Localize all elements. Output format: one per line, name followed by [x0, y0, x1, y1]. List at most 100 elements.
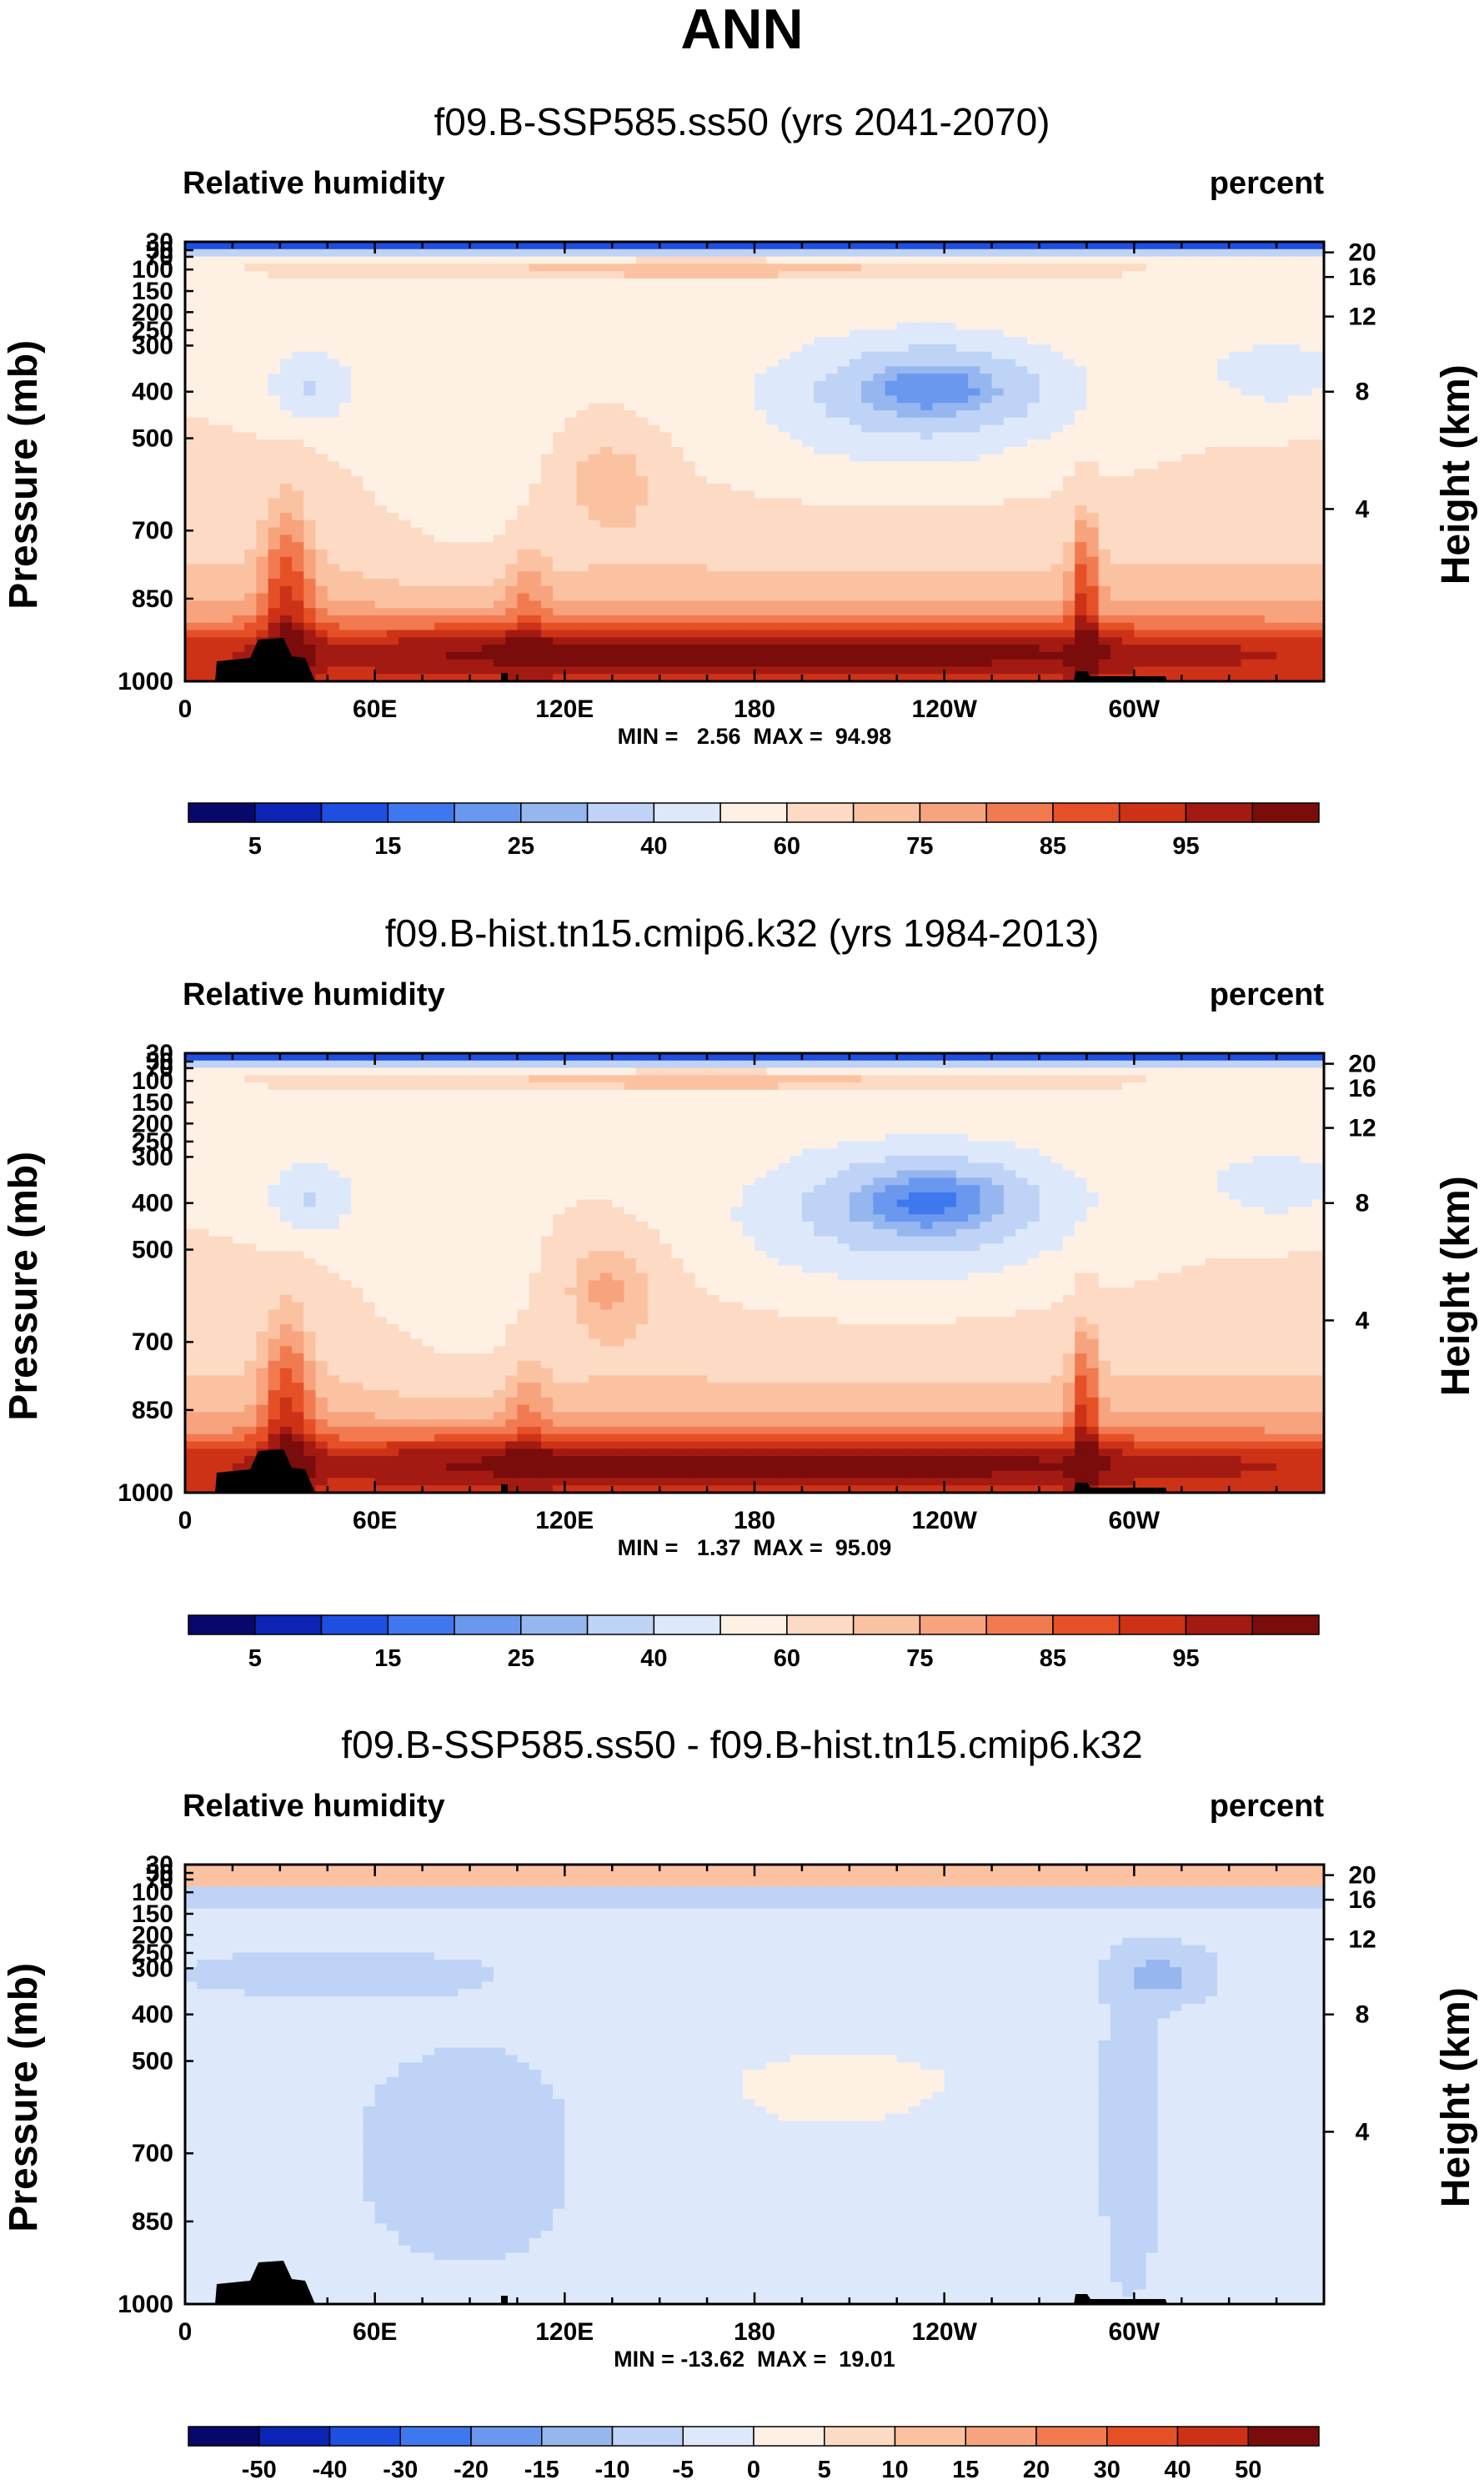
contour-cell — [374, 520, 388, 529]
contour-cell — [755, 374, 767, 382]
contour-cell — [944, 556, 957, 565]
contour-cell — [1288, 300, 1301, 309]
contour-cell — [861, 410, 874, 419]
contour-cell — [896, 351, 910, 360]
contour-cell — [980, 329, 993, 338]
contour-cell — [1098, 564, 1111, 572]
contour-cell — [434, 498, 447, 506]
contour-cell — [1134, 542, 1147, 550]
contour-cell — [458, 380, 471, 389]
contour-cell — [458, 395, 471, 404]
contour-cell — [338, 256, 352, 264]
contour-cell — [279, 424, 293, 433]
contour-cell — [624, 344, 637, 353]
contour-cell — [292, 483, 304, 492]
contour-cell — [1146, 512, 1159, 521]
contour-cell — [588, 608, 601, 616]
contour-cell — [529, 264, 542, 272]
contour-cell — [553, 579, 565, 587]
contour-cell — [1252, 300, 1266, 309]
contour-cell — [1264, 439, 1277, 448]
contour-cell — [1229, 498, 1241, 506]
contour-cell — [1015, 410, 1028, 419]
contour-cell — [576, 374, 589, 382]
contour-cell — [778, 380, 791, 389]
contour-cell — [493, 527, 506, 535]
contour-cell — [968, 593, 980, 601]
contour-cell — [1288, 483, 1301, 492]
contour-cell — [755, 432, 767, 440]
contour-cell — [481, 490, 494, 500]
contour-cell — [244, 300, 257, 309]
contour-cell — [446, 410, 459, 419]
contour-cell — [1039, 520, 1052, 529]
contour-cell — [232, 476, 245, 484]
contour-cell — [991, 395, 1005, 404]
contour-cell — [955, 380, 969, 389]
contour-cell — [279, 293, 293, 301]
contour-cell — [1170, 527, 1182, 535]
contour-cell — [920, 593, 934, 601]
contour-cell — [694, 300, 708, 309]
contour-cell — [1193, 512, 1206, 521]
contour-cell — [1039, 329, 1052, 338]
contour-cell — [908, 314, 921, 324]
contour-cell — [576, 293, 589, 301]
contour-cell — [1062, 410, 1075, 419]
contour-cell — [1086, 278, 1100, 287]
contour-cell — [374, 446, 388, 455]
contour-cell — [517, 469, 530, 477]
contour-cell — [338, 388, 352, 397]
contour-cell — [197, 337, 210, 345]
contour-cell — [351, 366, 364, 374]
contour-cell — [564, 285, 578, 294]
contour-cell — [256, 490, 269, 500]
contour-cell — [1086, 608, 1100, 616]
contour-cell — [885, 600, 898, 609]
contour-cell — [292, 300, 304, 309]
contour-cell — [410, 417, 424, 426]
contour-cell — [374, 388, 388, 397]
contour-cell — [469, 366, 483, 374]
contour-cell — [742, 498, 755, 506]
contour-cell — [825, 344, 839, 353]
contour-cell — [707, 344, 719, 353]
contour-cell — [742, 446, 755, 455]
contour-cell — [505, 380, 519, 389]
contour-cell — [955, 374, 969, 382]
contour-cell — [719, 410, 732, 419]
contour-cell — [493, 476, 506, 484]
contour-cell — [399, 490, 411, 500]
contour-cell — [446, 344, 459, 353]
contour-cell — [540, 579, 554, 587]
contour-cell — [481, 498, 494, 506]
contour-cell — [1050, 483, 1064, 492]
contour-cell — [742, 424, 755, 433]
contour-cell — [564, 249, 578, 258]
contour-cell — [766, 498, 780, 506]
contour-cell — [825, 249, 839, 258]
contour-cell — [185, 403, 198, 411]
contour-cell — [303, 535, 317, 543]
contour-cell — [315, 542, 328, 550]
contour-cell — [624, 314, 637, 324]
contour-cell — [825, 308, 839, 316]
contour-cell — [529, 388, 542, 397]
contour-cell — [719, 615, 732, 624]
contour-cell — [1110, 242, 1123, 250]
contour-cell — [861, 366, 874, 374]
contour-cell — [707, 424, 719, 433]
contour-cell — [1170, 615, 1182, 624]
contour-cell — [256, 285, 269, 294]
contour-cell — [434, 403, 447, 411]
contour-cell — [1193, 308, 1206, 316]
contour-cell — [719, 469, 732, 477]
contour-cell — [896, 344, 910, 353]
contour-cell — [363, 285, 376, 294]
contour-cell — [1027, 461, 1040, 469]
contour-cell — [434, 446, 447, 455]
contour-cell — [1098, 380, 1111, 389]
contour-cell — [517, 249, 530, 258]
contour-cell — [849, 564, 862, 572]
contour-cell — [1216, 424, 1230, 433]
